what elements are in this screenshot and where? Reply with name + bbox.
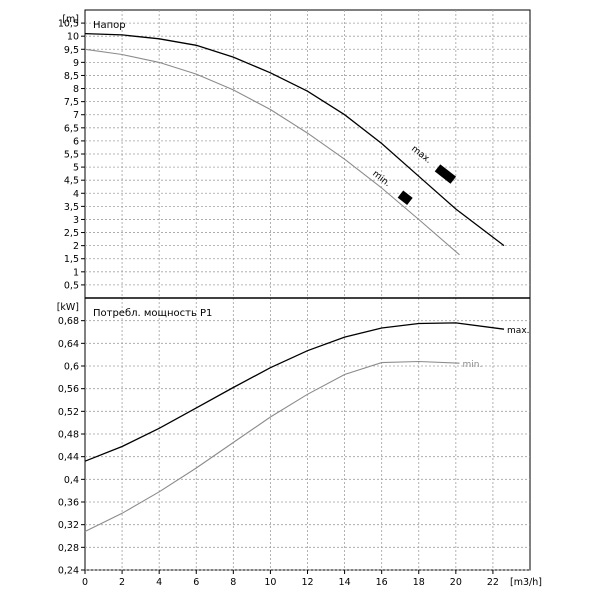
head-y-tick-label: 4,5 xyxy=(64,176,79,187)
head-series-min-line xyxy=(84,48,460,256)
head-y-tick-label: 1,5 xyxy=(64,254,79,265)
head-y-tick-label: 3 xyxy=(73,215,79,226)
head-y-tick-label: 9,5 xyxy=(64,45,79,56)
head-y-tick-label: 9 xyxy=(73,58,79,69)
power-series-label-min: min. xyxy=(463,360,483,370)
x-tick-label: 22 xyxy=(487,577,499,588)
power-y-tick-label: 0,24 xyxy=(58,566,79,577)
head-operating-point-marker xyxy=(434,164,457,184)
head-y-tick-label: 2,5 xyxy=(64,228,79,239)
power-y-tick-label: 0,32 xyxy=(58,520,79,531)
head-chart-title: Напор xyxy=(93,20,126,31)
power-chart-title: Потребл. мощность P1 xyxy=(93,308,212,319)
head-y-tick-label: 7,5 xyxy=(64,97,79,108)
power-y-axis-label: [kW] xyxy=(57,302,79,313)
power-series-min-line xyxy=(84,360,460,532)
head-y-tick-label: 0,5 xyxy=(64,280,79,291)
power-series-label-max: max. xyxy=(507,326,529,336)
x-tick-label: 14 xyxy=(339,577,351,588)
head-y-tick-label: 6 xyxy=(73,136,79,147)
head-y-tick-label: 10 xyxy=(67,32,79,43)
x-tick-label: 20 xyxy=(450,577,462,588)
head-y-tick-label: 1 xyxy=(73,267,79,278)
x-axis-label: [m3/h] xyxy=(510,577,542,588)
head-y-tick-label: 10,5 xyxy=(58,19,79,30)
head-y-tick-label: 4 xyxy=(73,189,79,200)
power-y-tick-label: 0,68 xyxy=(58,316,79,327)
x-tick-label: 10 xyxy=(264,577,276,588)
x-tick-label: 4 xyxy=(156,577,162,588)
x-tick-label: 2 xyxy=(119,577,125,588)
power-y-tick-label: 0,56 xyxy=(58,384,79,395)
head-y-tick-label: 3,5 xyxy=(64,202,79,213)
head-series-max-line xyxy=(84,32,505,247)
power-y-tick-label: 0,48 xyxy=(58,430,79,441)
head-y-tick-label: 5,5 xyxy=(64,150,79,161)
power-y-tick-label: 0,28 xyxy=(58,543,79,554)
head-y-tick-label: 6,5 xyxy=(64,123,79,134)
x-tick-label: 16 xyxy=(376,577,388,588)
power-series-max-line xyxy=(84,322,505,462)
x-tick-label: 6 xyxy=(193,577,199,588)
power-y-tick-label: 0,4 xyxy=(64,475,79,486)
power-y-tick-label: 0,44 xyxy=(58,452,79,463)
power-y-tick-label: 0,64 xyxy=(58,339,79,350)
power-y-tick-label: 0,52 xyxy=(58,407,79,418)
head-y-tick-label: 7 xyxy=(73,110,79,121)
power-y-tick-label: 0,36 xyxy=(58,498,79,509)
power-y-tick-label: 0,6 xyxy=(64,362,79,373)
head-operating-point-marker xyxy=(397,190,413,205)
head-y-tick-label: 5 xyxy=(73,163,79,174)
x-tick-label: 0 xyxy=(82,577,88,588)
x-tick-label: 18 xyxy=(413,577,425,588)
x-tick-label: 8 xyxy=(230,577,236,588)
head-y-tick-label: 2 xyxy=(73,241,79,252)
head-y-tick-label: 8,5 xyxy=(64,71,79,82)
head-y-tick-label: 8 xyxy=(73,84,79,95)
x-tick-label: 12 xyxy=(301,577,313,588)
head-y-axis-label: [m] xyxy=(62,14,79,25)
